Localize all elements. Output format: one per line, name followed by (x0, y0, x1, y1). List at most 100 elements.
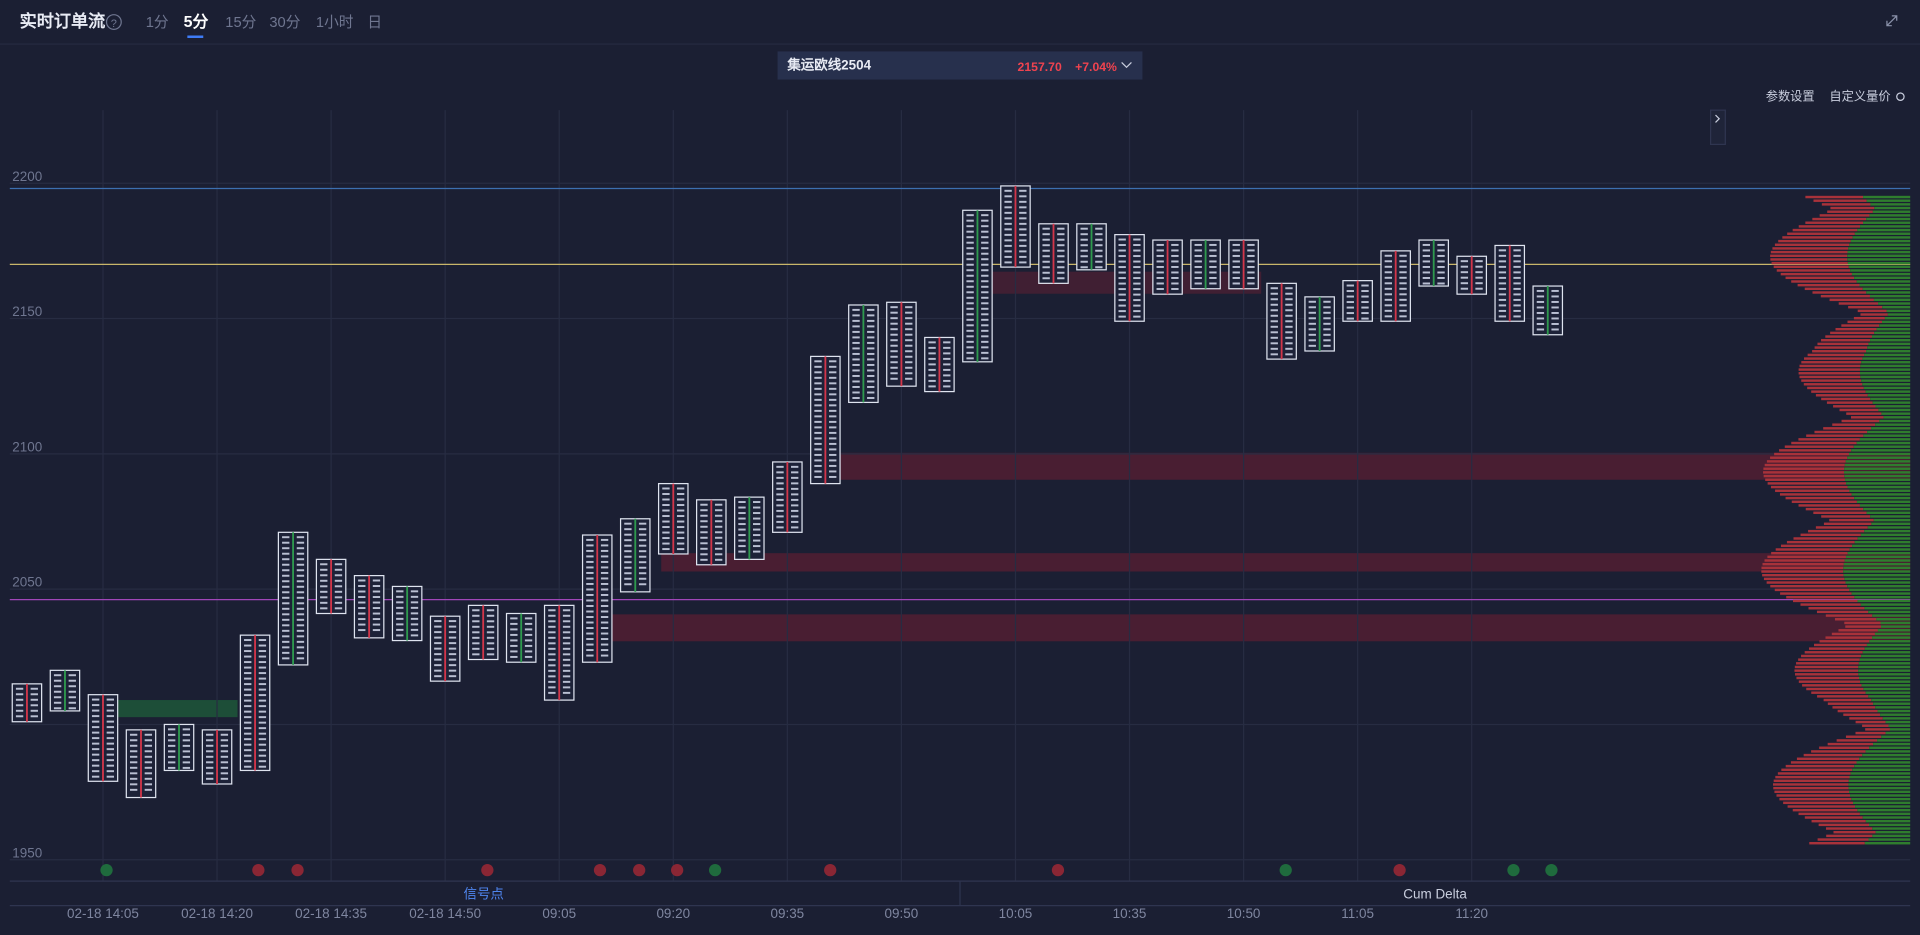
cum-delta-tab[interactable]: Cum Delta (1403, 886, 1467, 901)
signal-sell[interactable] (824, 864, 837, 877)
x-tick-label: 10:50 (1227, 906, 1261, 921)
signal-buy[interactable] (1545, 864, 1558, 877)
footprint-bar (315, 558, 347, 615)
profile-sell (1845, 735, 1882, 738)
profile-sell (1771, 551, 1848, 555)
signal-markers (100, 864, 1558, 877)
profile-sell (1805, 221, 1864, 224)
signal-sell[interactable] (1051, 864, 1065, 877)
signal-sell[interactable] (671, 864, 684, 877)
help-icon[interactable] (105, 14, 122, 30)
profile-buy (1875, 830, 1911, 834)
custom-icon[interactable] (1896, 92, 1905, 101)
signal-buy[interactable] (1507, 864, 1520, 877)
signal-sell[interactable] (252, 864, 265, 877)
profile-buy (1875, 423, 1911, 426)
profile-buy (1862, 357, 1911, 360)
footprint-bar (1000, 185, 1031, 268)
profile-buy (1851, 493, 1911, 496)
profile-buy (1882, 717, 1911, 720)
profile-sell (1800, 603, 1861, 606)
profile-buy (1863, 386, 1911, 390)
profile-buy (1852, 236, 1911, 239)
help-icon-text[interactable]: ? (111, 18, 117, 30)
period-tab[interactable]: 15分 (225, 14, 256, 31)
profile-sell (1831, 632, 1875, 636)
footprint-bar (810, 355, 841, 485)
profile-sell (1799, 375, 1861, 379)
footprint-bar (353, 574, 385, 639)
profile-buy (1847, 485, 1911, 489)
profile-sell (1825, 827, 1873, 830)
profile-buy (1859, 372, 1911, 375)
profile-sell (1816, 610, 1869, 614)
instrument-selector[interactable] (777, 51, 1143, 80)
period-tab-active[interactable]: 5分 (184, 13, 209, 31)
profile-sell (1775, 489, 1850, 492)
footprint-bar (772, 461, 803, 533)
profile-sell (1796, 757, 1860, 760)
profile-buy (1847, 250, 1911, 254)
period-tab[interactable]: 1小时 (316, 14, 354, 31)
profile-buy (1843, 573, 1911, 577)
profile-sell (1837, 709, 1878, 713)
instrument-name[interactable]: 集运欧线2504 (786, 57, 871, 73)
footprint-bar (1038, 223, 1069, 284)
collapse-icon[interactable] (1886, 15, 1898, 27)
signal-sell[interactable] (291, 864, 304, 877)
profile-sell (1770, 254, 1848, 258)
signal-sell[interactable] (633, 864, 646, 877)
profile-sell (1801, 654, 1862, 658)
profile-sell (1792, 228, 1858, 232)
signals-tab[interactable]: 信号点 (463, 886, 503, 901)
signal-sell[interactable] (481, 864, 494, 877)
profile-buy (1848, 247, 1911, 250)
profile-buy (1854, 540, 1911, 544)
profile-sell (1775, 548, 1850, 551)
profile-sell (1785, 496, 1855, 500)
profile-sell (1801, 379, 1862, 382)
profile-buy (1853, 801, 1911, 805)
signal-sell[interactable] (1393, 864, 1406, 877)
period-tab[interactable]: 30分 (269, 14, 300, 31)
profile-buy (1861, 684, 1911, 687)
profile-sell (1814, 430, 1868, 434)
profile-sell (1766, 460, 1846, 463)
profile-buy (1850, 772, 1911, 775)
profile-sell (1813, 199, 1867, 202)
resistance-zone (832, 452, 1911, 480)
dropdown-arrow[interactable] (1121, 61, 1132, 69)
side-controls[interactable] (1710, 109, 1726, 146)
footprint-bar (619, 518, 651, 593)
footprint-bar (1152, 239, 1183, 295)
profile-sell (1848, 305, 1883, 309)
signal-buy[interactable] (100, 864, 113, 877)
profile-buy (1868, 342, 1911, 346)
profile-buy (1850, 794, 1911, 797)
expand-icon[interactable] (1715, 114, 1721, 123)
profile-sell (1857, 309, 1887, 313)
profile-sell (1766, 581, 1846, 584)
profile-sell (1821, 515, 1871, 518)
profile-sell (1855, 731, 1886, 735)
profile-buy (1867, 394, 1911, 397)
period-tab[interactable]: 1分 (146, 14, 169, 31)
signal-sell[interactable] (593, 864, 607, 877)
profile-buy (1852, 768, 1911, 772)
profile-buy (1876, 618, 1911, 621)
footprint-bar (848, 304, 879, 404)
profile-buy (1872, 636, 1911, 639)
settings-button[interactable]: 参数设置 (1766, 88, 1815, 103)
signal-buy[interactable] (1279, 864, 1292, 877)
profile-buy (1885, 720, 1911, 724)
profile-sell (1785, 764, 1855, 768)
profile-sell (1770, 485, 1848, 489)
profile-sell (1819, 214, 1870, 217)
signal-buy[interactable] (708, 864, 722, 877)
profile-buy (1867, 526, 1911, 529)
profile-sell (1812, 350, 1867, 353)
profile-buy (1870, 397, 1911, 401)
custom-button[interactable]: 自定义量价 (1829, 88, 1890, 103)
period-tab[interactable]: 日 (367, 15, 382, 31)
